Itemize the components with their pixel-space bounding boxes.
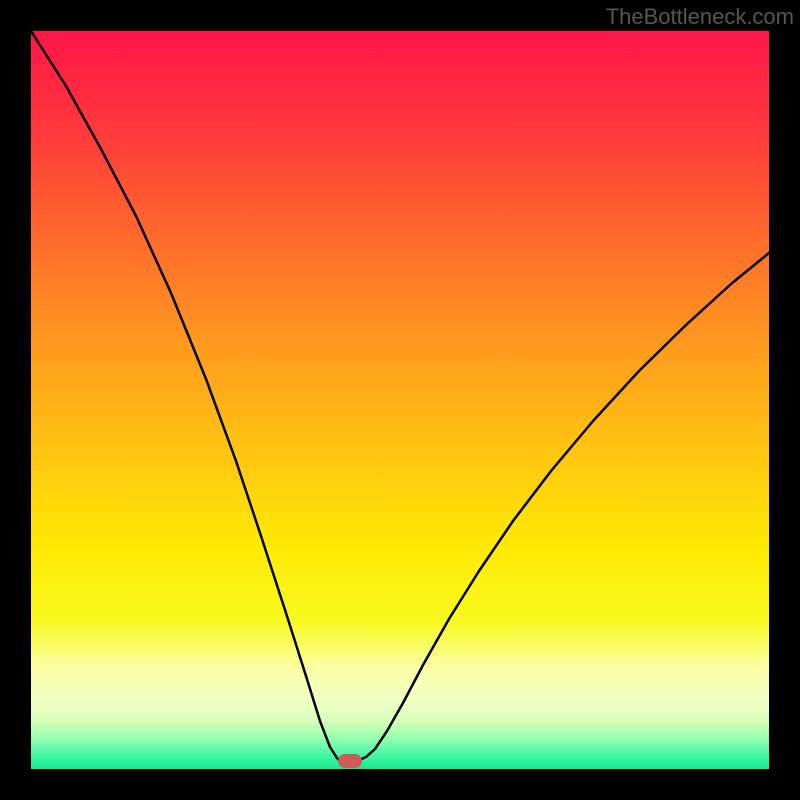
optimum-marker <box>338 754 362 768</box>
chart-frame: TheBottleneck.com <box>0 0 800 800</box>
bottleneck-curve <box>0 0 800 800</box>
